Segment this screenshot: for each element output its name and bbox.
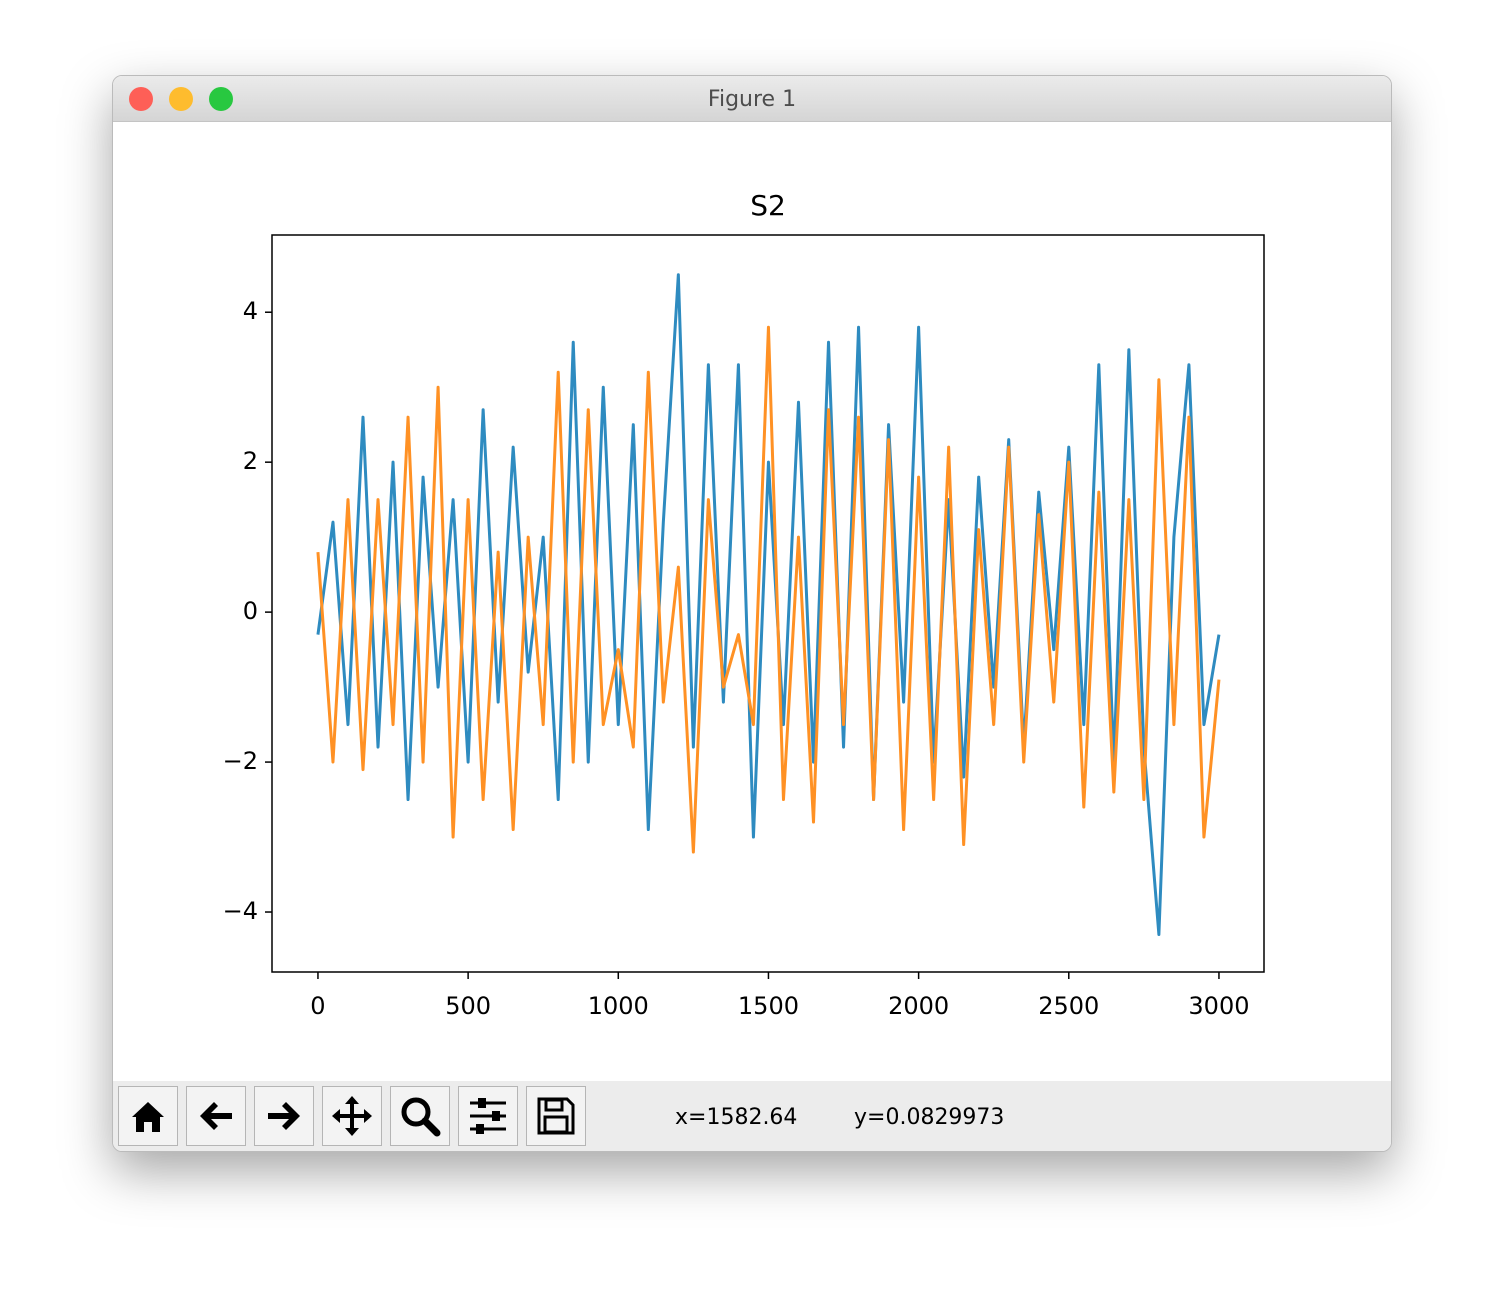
configure-button[interactable] <box>458 1086 518 1146</box>
chart-title: S2 <box>750 189 786 222</box>
close-button[interactable] <box>129 87 153 111</box>
status-x: x=1582.64 <box>675 1105 798 1130</box>
plot-frame <box>271 234 1265 973</box>
y-tick-label: −4 <box>223 897 258 925</box>
x-tick-label: 3000 <box>1188 992 1249 1020</box>
x-tick-label: 2000 <box>888 992 949 1020</box>
window-title: Figure 1 <box>707 87 797 112</box>
x-tick-label: 0 <box>310 992 325 1020</box>
y-tick-label: 2 <box>243 447 258 475</box>
forward-button[interactable] <box>254 1086 314 1146</box>
back-button[interactable] <box>186 1086 246 1146</box>
status-y: y=0.0829973 <box>854 1105 1005 1130</box>
toolbar: x=1582.64 y=0.0829973 <box>113 1081 1391 1151</box>
y-tick-label: 4 <box>243 297 258 325</box>
x-tick-label: 1000 <box>588 992 649 1020</box>
x-tick-label: 500 <box>445 992 491 1020</box>
home-button[interactable] <box>118 1086 178 1146</box>
zoom-button[interactable] <box>209 87 233 111</box>
save-button[interactable] <box>526 1086 586 1146</box>
y-tick-label: −2 <box>223 747 258 775</box>
pan-button[interactable] <box>322 1086 382 1146</box>
y-tick-label: 0 <box>243 597 258 625</box>
minimize-button[interactable] <box>169 87 193 111</box>
x-tick-label: 2500 <box>1038 992 1099 1020</box>
series-line <box>316 273 1221 937</box>
title-bar: Figure 1 <box>113 76 1391 122</box>
x-tick-label: 1500 <box>738 992 799 1020</box>
zoom-tool-button[interactable] <box>390 1086 450 1146</box>
series-line <box>316 325 1221 854</box>
